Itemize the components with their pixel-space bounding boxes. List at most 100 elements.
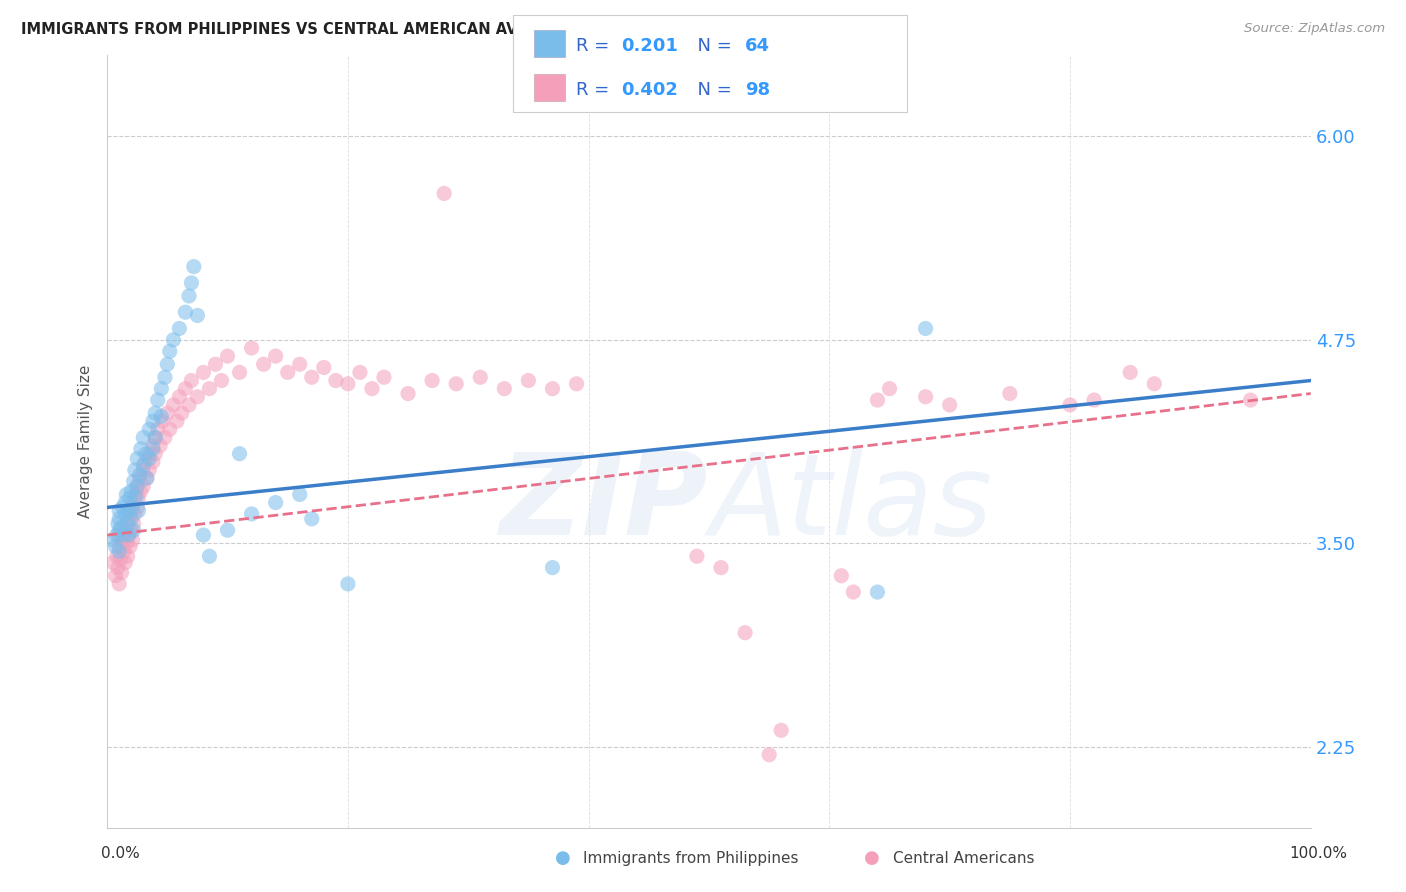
Point bbox=[118, 491, 141, 505]
Point bbox=[142, 455, 165, 469]
Point bbox=[122, 475, 145, 489]
Point bbox=[127, 504, 149, 518]
Point bbox=[301, 512, 323, 526]
Point bbox=[121, 533, 143, 547]
Point bbox=[444, 376, 467, 391]
Point bbox=[336, 577, 359, 591]
Point bbox=[142, 442, 165, 456]
Point bbox=[122, 516, 145, 531]
Point bbox=[169, 321, 191, 335]
Point bbox=[288, 487, 311, 501]
Point bbox=[142, 414, 165, 428]
Point bbox=[111, 533, 134, 547]
Point bbox=[118, 528, 141, 542]
Point bbox=[325, 374, 347, 388]
Point bbox=[105, 528, 128, 542]
Point bbox=[830, 568, 852, 582]
Point bbox=[104, 568, 127, 582]
Point bbox=[879, 382, 901, 396]
Point bbox=[114, 556, 136, 570]
Point bbox=[115, 536, 138, 550]
Point bbox=[734, 625, 756, 640]
Point bbox=[108, 512, 131, 526]
Point bbox=[135, 455, 157, 469]
Text: Immigrants from Philippines: Immigrants from Philippines bbox=[583, 851, 799, 865]
Point bbox=[129, 484, 152, 499]
Point bbox=[107, 560, 129, 574]
Point bbox=[252, 357, 274, 371]
Point bbox=[111, 500, 134, 515]
Point bbox=[122, 523, 145, 537]
Text: Central Americans: Central Americans bbox=[893, 851, 1035, 865]
Point bbox=[162, 398, 184, 412]
Text: Atlas: Atlas bbox=[709, 448, 993, 559]
Point bbox=[1119, 365, 1142, 379]
Point bbox=[118, 540, 141, 554]
Point bbox=[159, 422, 181, 436]
Point bbox=[914, 390, 936, 404]
Point bbox=[183, 260, 205, 274]
Point bbox=[135, 471, 157, 485]
Point bbox=[149, 439, 172, 453]
Point bbox=[112, 544, 135, 558]
Text: ●: ● bbox=[554, 849, 571, 867]
Point bbox=[138, 451, 160, 466]
Point bbox=[135, 471, 157, 485]
Point bbox=[301, 370, 323, 384]
Text: Source: ZipAtlas.com: Source: ZipAtlas.com bbox=[1244, 22, 1385, 36]
Point bbox=[177, 289, 200, 303]
Point bbox=[349, 365, 371, 379]
Point bbox=[336, 376, 359, 391]
Point bbox=[180, 276, 202, 290]
Point bbox=[198, 549, 221, 564]
Point bbox=[217, 349, 239, 363]
Point bbox=[108, 540, 131, 554]
Point bbox=[127, 491, 149, 505]
Point bbox=[1059, 398, 1081, 412]
Point bbox=[204, 357, 226, 371]
Point bbox=[143, 430, 166, 444]
Text: 0.0%: 0.0% bbox=[101, 847, 141, 861]
Point bbox=[770, 723, 793, 738]
Point bbox=[186, 309, 208, 323]
Point bbox=[138, 463, 160, 477]
Point bbox=[156, 357, 179, 371]
Point bbox=[120, 484, 142, 499]
Point bbox=[129, 442, 152, 456]
Point bbox=[198, 382, 221, 396]
Point bbox=[228, 447, 250, 461]
Point bbox=[143, 430, 166, 444]
Point bbox=[112, 528, 135, 542]
Point bbox=[277, 365, 299, 379]
Point bbox=[120, 512, 142, 526]
Point bbox=[433, 186, 456, 201]
Point bbox=[240, 507, 263, 521]
Point bbox=[758, 747, 780, 762]
Point bbox=[128, 471, 150, 485]
Point bbox=[132, 458, 155, 472]
Point bbox=[108, 528, 131, 542]
Text: IMMIGRANTS FROM PHILIPPINES VS CENTRAL AMERICAN AVERAGE FAMILY SIZE CORRELATION : IMMIGRANTS FROM PHILIPPINES VS CENTRAL A… bbox=[21, 22, 858, 37]
Point bbox=[228, 365, 250, 379]
Point bbox=[177, 398, 200, 412]
Point bbox=[373, 370, 395, 384]
Point bbox=[240, 341, 263, 355]
Point bbox=[193, 528, 215, 542]
Point bbox=[115, 487, 138, 501]
Point bbox=[132, 479, 155, 493]
Point bbox=[494, 382, 516, 396]
Point bbox=[101, 533, 124, 547]
Point bbox=[710, 560, 733, 574]
Point bbox=[1239, 392, 1261, 407]
Point bbox=[938, 398, 960, 412]
Point bbox=[396, 386, 419, 401]
Point bbox=[998, 386, 1021, 401]
Point bbox=[361, 382, 384, 396]
Point bbox=[108, 504, 131, 518]
Point bbox=[150, 382, 173, 396]
Point bbox=[114, 495, 136, 509]
Point bbox=[117, 549, 139, 564]
Point bbox=[156, 406, 179, 420]
Point bbox=[1083, 392, 1105, 407]
Text: N =: N = bbox=[686, 81, 738, 99]
